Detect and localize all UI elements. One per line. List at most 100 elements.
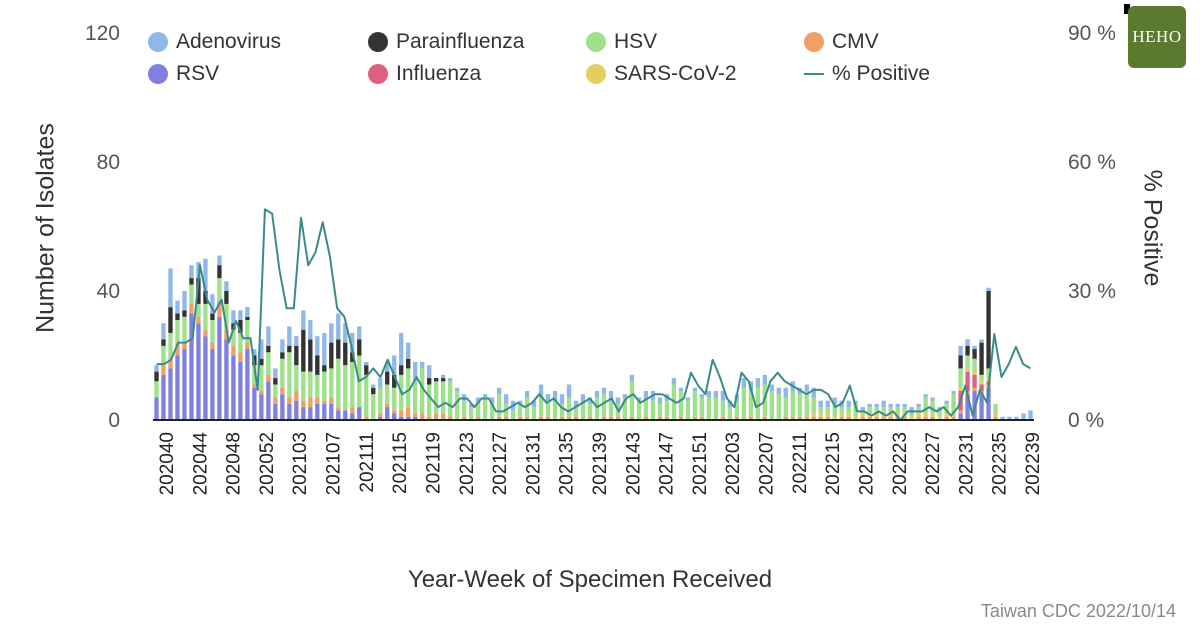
bar-segment-sars-cov-2 xyxy=(860,413,865,417)
bar-segment-rsv xyxy=(336,410,341,420)
left-y-tick-label: 120 xyxy=(85,22,120,45)
bar-segment-hsv xyxy=(420,368,425,414)
bar-segment-hsv xyxy=(881,407,886,414)
bar-segment-rsv xyxy=(168,368,173,420)
bar-segment-sars-cov-2 xyxy=(839,413,844,417)
bar-segment-cmv xyxy=(993,416,998,420)
bar-segment-hsv xyxy=(678,390,684,417)
right-y-tick-label: 90 % xyxy=(1068,22,1116,45)
bar-segment-adenovirus xyxy=(524,390,530,398)
bar-segment-hsv xyxy=(231,329,236,346)
bar-segment-cmv xyxy=(182,342,187,350)
bar-segment-adenovirus xyxy=(203,258,208,291)
bar-segment-adenovirus xyxy=(336,313,341,340)
bar-segment-rsv xyxy=(350,413,355,420)
bar-segment-rsv xyxy=(217,316,222,420)
bar-segment-adenovirus xyxy=(175,300,180,314)
bar-segment-parainfluenza xyxy=(371,387,376,395)
bar-segment-sars-cov-2 xyxy=(930,413,935,417)
bar-segment-hsv xyxy=(664,400,670,417)
bar-segment-hsv xyxy=(161,345,166,366)
bar-segment-adenovirus xyxy=(804,384,809,391)
bar-segment-cmv xyxy=(881,416,886,420)
left-y-tick-label: 40 xyxy=(97,280,120,303)
source-credit: Taiwan CDC 2022/10/14 xyxy=(980,601,1176,621)
bar-segment-sars-cov-2 xyxy=(965,368,970,372)
bar-segment-cmv xyxy=(783,416,788,420)
bar-segment-adenovirus xyxy=(1021,413,1026,420)
left-y-tick-label: 80 xyxy=(97,151,120,174)
bar-segment-adenovirus xyxy=(895,403,900,408)
legend-item-hsv: HSV xyxy=(586,30,657,54)
bar-segment-adenovirus xyxy=(196,261,201,279)
bar-segment-cmv xyxy=(573,416,579,420)
bar-segment-cmv xyxy=(657,416,663,420)
bar-segment-rsv xyxy=(196,323,201,420)
bar-segment-parainfluenza xyxy=(182,310,187,317)
bar-segment-adenovirus xyxy=(867,403,872,408)
legend-item-parainfluenza: Parainfluenza xyxy=(368,30,524,54)
bar-segment-adenovirus xyxy=(329,323,334,343)
bar-segment-hsv xyxy=(874,407,879,414)
bar-segment-hsv xyxy=(343,365,348,411)
bar-segment-cmv xyxy=(266,374,271,382)
bar-segment-parainfluenza xyxy=(273,378,278,385)
x-tick-label: 202231 xyxy=(956,432,977,495)
bar-segment-hsv xyxy=(336,358,341,408)
bar-segment-parainfluenza xyxy=(441,378,446,382)
bar-segment-cmv xyxy=(888,416,893,420)
bar-segment-hsv xyxy=(538,394,544,417)
bar-segment-cmv xyxy=(692,416,698,420)
bar-segment-parainfluenza xyxy=(161,339,166,346)
bar-segment-hsv xyxy=(322,371,327,401)
bar-segment-parainfluenza xyxy=(294,345,299,366)
bar-segment-hsv xyxy=(839,407,844,414)
bar-segment-hsv xyxy=(783,397,788,417)
bar-segment-parainfluenza xyxy=(986,291,991,369)
bar-segment-adenovirus xyxy=(706,390,712,398)
bar-segment-adenovirus xyxy=(441,374,446,379)
bar-segment-hsv xyxy=(811,397,816,414)
bar-segment-cmv xyxy=(301,400,306,408)
bar-segment-hsv xyxy=(769,390,774,420)
bar-segment-cmv xyxy=(175,342,180,356)
bar-segment-parainfluenza xyxy=(958,355,963,369)
x-tick-label: 202115 xyxy=(390,432,411,494)
bar-segment-hsv xyxy=(392,387,397,411)
bar-segment-hsv xyxy=(797,394,802,417)
bar-segment-cmv xyxy=(441,413,446,420)
bar-segment-cmv xyxy=(475,416,481,420)
bar-segment-adenovirus xyxy=(846,400,851,408)
bar-segment-adenovirus xyxy=(832,397,837,404)
bar-segment-hsv xyxy=(273,384,278,398)
bar-segment-cmv xyxy=(678,416,684,420)
legend-swatch xyxy=(586,32,606,52)
bar-segment-hsv xyxy=(252,365,257,385)
y-axis-title-left: Number of Isolates xyxy=(31,123,60,333)
bar-segment-adenovirus xyxy=(364,361,369,366)
bar-segment-sars-cov-2 xyxy=(895,413,900,417)
bar-segment-adenovirus xyxy=(420,361,425,369)
legend-label: HSV xyxy=(614,30,658,53)
bar-segment-hsv xyxy=(965,355,970,369)
bar-segment-hsv xyxy=(175,320,180,343)
bar-segment-cmv xyxy=(734,416,740,420)
bar-segment-cmv xyxy=(524,416,530,420)
bar-segment-hsv xyxy=(238,332,243,353)
bar-segment-rsv xyxy=(399,416,404,420)
bar-segment-influenza xyxy=(979,384,984,391)
bar-segment-hsv xyxy=(608,400,614,417)
bar-segment-cmv xyxy=(860,416,865,420)
bar-segment-cmv xyxy=(294,390,299,401)
bar-segment-cmv xyxy=(720,416,726,420)
bar-segment-parainfluenza xyxy=(329,342,334,369)
bar-segment-adenovirus xyxy=(811,387,816,398)
bar-segment-cmv xyxy=(336,407,341,411)
bar-segment-adenovirus xyxy=(461,394,467,401)
bar-segment-cmv xyxy=(517,416,523,420)
bar-segment-sars-cov-2 xyxy=(811,413,816,417)
bar-segment-adenovirus xyxy=(322,332,327,366)
bar-segment-influenza xyxy=(972,374,977,388)
x-tick-label: 202139 xyxy=(590,432,611,495)
bar-segment-cmv xyxy=(350,407,355,414)
